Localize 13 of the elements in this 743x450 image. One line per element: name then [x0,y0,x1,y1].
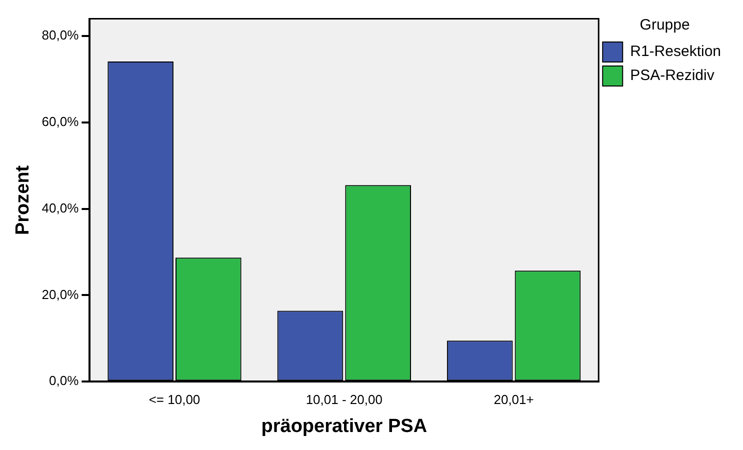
y-axis-title: Prozent [12,164,34,236]
legend-label: PSA-Rezidiv [630,67,715,84]
y-tick-label: 60,0% [42,114,80,130]
x-tick-label: 20,01+ [494,392,534,407]
x-tick-label: 10,01 - 20,00 [306,392,382,407]
y-tick-label: 0,0% [49,373,80,388]
y-tick-label: 40,0% [42,200,80,216]
legend-title: Gruppe [640,16,690,34]
y-tick-label: 20,0% [42,286,80,302]
x-tick-label: <= 10,00 [148,392,200,407]
y-tick-label: 80,0% [42,28,80,43]
legend-label: R1-Resektion [630,43,722,60]
x-axis-title: präoperativer PSA [261,416,428,437]
